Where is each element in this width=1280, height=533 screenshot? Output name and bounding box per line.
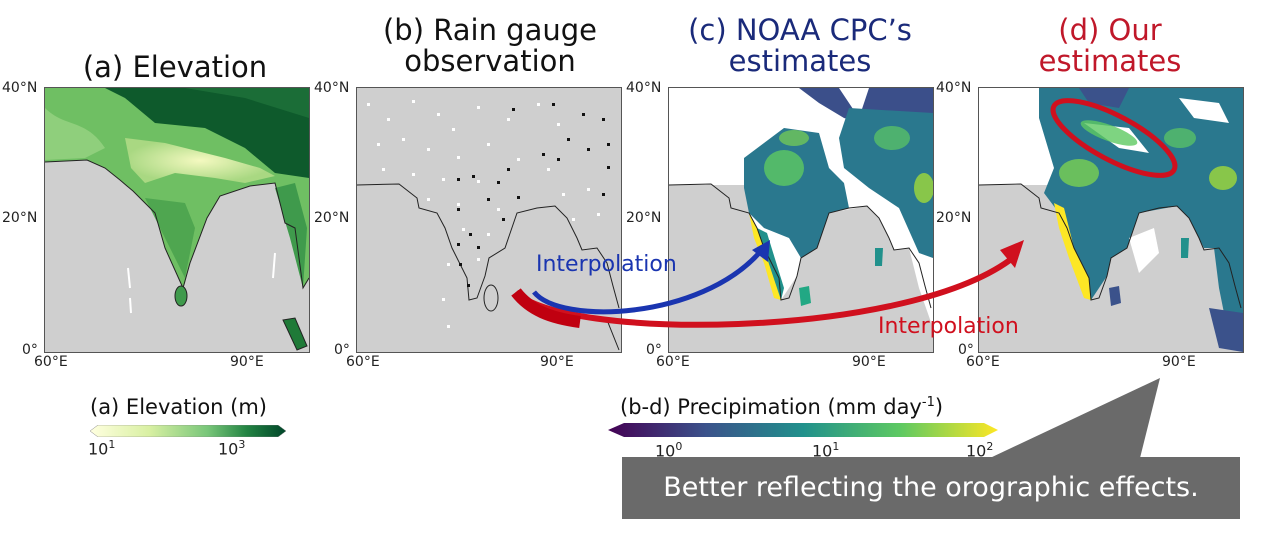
panel-d-lat-20: 20°N [936,210,972,226]
panel-a-lat-20: 20°N [2,210,38,226]
callout-box: Better reflecting the orographic effects… [622,457,1240,519]
panel-b-title: (b) Rain gauge observation [340,15,640,77]
panel-c-lat-20: 20°N [626,210,662,226]
our-estimates-map [978,87,1244,353]
panel-c-lon-60: 60°E [656,354,690,370]
panel-a-title: (a) Elevation [40,52,310,83]
panel-a-lon-60: 60°E [34,354,68,370]
panel-b-lon-90: 90°E [540,354,574,370]
elevation-colorbar [89,422,287,438]
panel-c-title-line2: estimates [728,44,872,78]
panel-a-lon-90: 90°E [230,354,264,370]
elevation-map [44,87,310,353]
panel-a-lat-0: 0° [22,342,38,358]
panel-d-lat-40: 40°N [936,80,972,96]
precip-colorbar [608,422,998,437]
elevation-colorbar-label: (a) Elevation (m) [90,395,267,419]
panel-b-lat-0: 0° [334,342,350,358]
panel-b-title-line1: (b) Rain gauge [382,13,597,47]
panel-c-lat-0: 0° [646,342,662,358]
precip-colorbar-label: (b-d) Precipimation (mm day-1) [620,395,944,419]
panel-a-lat-40: 40°N [2,80,38,96]
elevation-tick-10-1: 101 [88,438,116,459]
panel-d-lon-60: 60°E [966,354,1000,370]
panel-b-lon-60: 60°E [346,354,380,370]
panel-a-title-text: (a) Elevation [82,50,268,84]
panel-c-title: (c) NOAA CPC’s estimates [650,15,950,77]
panel-c-lon-90: 90°E [852,354,886,370]
precip-tick-10-0: 100 [655,440,683,461]
panel-d-lat-0: 0° [958,342,974,358]
panel-d-title: (d) Our estimates [960,15,1260,77]
panel-d-lon-90: 90°E [1162,354,1196,370]
blue-interpolation-label: Interpolation [536,252,677,277]
panel-b-title-line2: observation [404,44,576,78]
panel-d-title-line2: estimates [1038,44,1182,78]
panel-c-title-line1: (c) NOAA CPC’s [688,13,912,47]
elevation-tick-10-3: 103 [218,438,246,459]
precip-tick-10-1: 101 [812,440,840,461]
panel-b-lat-40: 40°N [314,80,350,96]
red-interpolation-label: Interpolation [878,314,1019,339]
rain-gauge-map [356,87,622,353]
precip-tick-10-2: 102 [966,440,994,461]
panel-c-lat-40: 40°N [626,80,662,96]
panel-d-title-line1: (d) Our [1058,13,1162,47]
panel-b-lat-20: 20°N [314,210,350,226]
